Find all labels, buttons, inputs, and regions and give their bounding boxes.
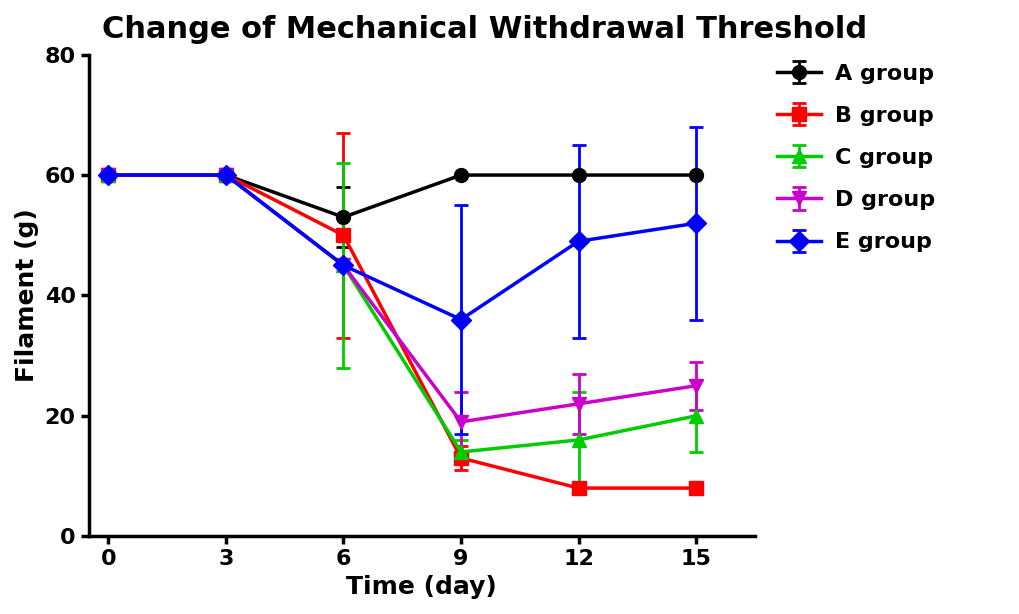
Legend: A group, B group, C group, D group, E group: A group, B group, C group, D group, E gr… [767,55,943,262]
X-axis label: Time (day): Time (day) [346,575,496,599]
Text: Change of Mechanical Withdrawal Threshold: Change of Mechanical Withdrawal Threshol… [102,15,866,44]
Y-axis label: Filament (g): Filament (g) [15,209,39,383]
